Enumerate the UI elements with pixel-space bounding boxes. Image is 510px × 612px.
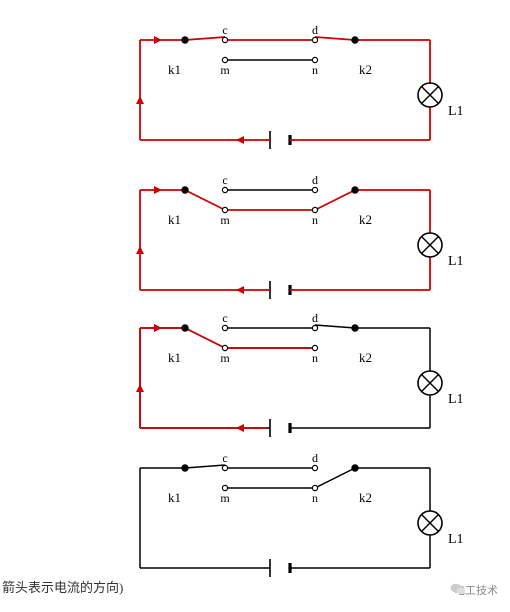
svg-text:k2: k2 (359, 212, 372, 227)
svg-text:c: c (222, 451, 227, 465)
svg-text:k1: k1 (168, 350, 181, 365)
circuit-diagram: L1 c d m n k1 k2 L1 c d m n k1 k2 L1 c d m n k1 k2 L1 c d m n k1 k2 (0, 0, 510, 612)
svg-text:d: d (312, 173, 318, 187)
svg-text:n: n (312, 491, 318, 505)
svg-text:k1: k1 (168, 212, 181, 227)
svg-text:k2: k2 (359, 490, 372, 505)
svg-text:n: n (312, 213, 318, 227)
caption-text: 箭头表示电流的方向) (2, 577, 123, 596)
svg-text:L1: L1 (448, 392, 464, 407)
svg-text:k2: k2 (359, 350, 372, 365)
svg-text:d: d (312, 23, 318, 37)
watermark: 电工技术 (450, 582, 498, 598)
svg-text:L1: L1 (448, 532, 464, 547)
svg-text:n: n (312, 351, 318, 365)
svg-text:L1: L1 (448, 104, 464, 119)
svg-text:m: m (220, 351, 230, 365)
svg-text:m: m (220, 63, 230, 77)
svg-text:m: m (220, 213, 230, 227)
svg-text:L1: L1 (448, 254, 464, 269)
svg-text:c: c (222, 173, 227, 187)
svg-text:d: d (312, 311, 318, 325)
svg-text:k1: k1 (168, 62, 181, 77)
svg-text:k1: k1 (168, 490, 181, 505)
svg-text:c: c (222, 311, 227, 325)
svg-text:c: c (222, 23, 227, 37)
svg-text:k2: k2 (359, 62, 372, 77)
svg-text:m: m (220, 491, 230, 505)
svg-text:n: n (312, 63, 318, 77)
svg-text:d: d (312, 451, 318, 465)
